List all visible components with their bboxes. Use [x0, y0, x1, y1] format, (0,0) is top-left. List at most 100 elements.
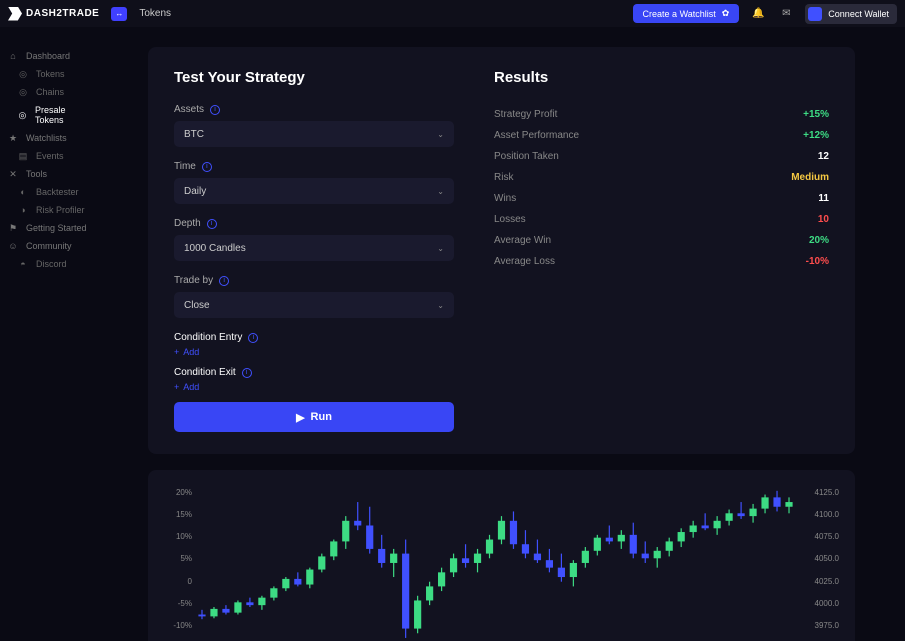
info-icon[interactable]: i [219, 276, 229, 286]
sidebar-item-getting-started[interactable]: ⚑Getting Started [0, 219, 98, 237]
axis-tick: 4100.0 [815, 510, 839, 519]
mail-icon[interactable]: ✉ [777, 5, 795, 23]
candlestick-chart [196, 488, 795, 641]
connect-wallet-button[interactable]: Connect Wallet [805, 4, 897, 24]
sidebar-label: Getting Started [26, 223, 87, 233]
sidebar-label: Risk Profiler [36, 205, 85, 215]
sidebar-item-discord[interactable]: ◓ Discord [0, 255, 98, 273]
sidebar-label: Dashboard [26, 51, 70, 61]
result-row: Average Win 20% [494, 230, 829, 251]
depth-label: Depthi [174, 218, 454, 229]
connect-wallet-label: Connect Wallet [828, 9, 889, 19]
result-row: Wins 11 [494, 188, 829, 209]
sidebar-icon: ◎ [18, 69, 28, 79]
sidebar-label: Watchlists [26, 133, 67, 143]
logo-icon [8, 7, 22, 21]
sidebar-label: Chains [36, 87, 64, 97]
depth-select[interactable]: 1000 Candles⌄ [174, 235, 454, 261]
sidebar-item-presale-tokens[interactable]: ◎ Presale Tokens [0, 101, 98, 129]
play-icon: ▶ [296, 411, 304, 424]
info-icon[interactable]: i [207, 219, 217, 229]
sidebar-icon: ☺ [8, 241, 18, 251]
axis-tick: 4125.0 [815, 488, 839, 497]
chart-area [196, 488, 795, 641]
result-label: Average Win [494, 235, 551, 246]
assets-label: Assetsi [174, 104, 454, 115]
logo-text: DASH2TRADE [26, 8, 99, 19]
results-title: Results [494, 69, 829, 86]
logo-badge[interactable]: ↔ [111, 7, 127, 21]
plus-icon: + [174, 382, 179, 392]
sidebar-icon: ✕ [8, 169, 18, 179]
logo[interactable]: DASH2TRADE [8, 7, 99, 21]
sidebar-item-watchlists[interactable]: ★ Watchlists [0, 129, 98, 147]
result-value: -10% [806, 256, 829, 267]
main-content: Test Your Strategy Assetsi BTC⌄ Timei Da… [98, 27, 905, 641]
axis-tick: -5% [164, 599, 192, 608]
axis-tick: 4075.0 [815, 532, 839, 541]
result-row: Strategy Profit+15% [494, 104, 829, 125]
info-icon[interactable]: i [248, 333, 258, 343]
topbar: DASH2TRADE ↔ Tokens Create a Watchlist ✿… [0, 0, 905, 27]
info-icon[interactable]: i [210, 105, 220, 115]
sidebar-label: Tokens [36, 69, 65, 79]
axis-tick: 4000.0 [815, 599, 839, 608]
sidebar-item-dashboard[interactable]: ⌂ Dashboard [0, 47, 98, 65]
nav-tokens[interactable]: Tokens [139, 8, 171, 19]
time-label: Timei [174, 161, 454, 172]
result-label: Risk [494, 172, 513, 183]
result-value: Medium [791, 172, 829, 183]
run-button[interactable]: ▶Run [174, 402, 454, 432]
wallet-icon [808, 7, 822, 21]
strategy-card: Test Your Strategy Assetsi BTC⌄ Timei Da… [148, 47, 855, 454]
sidebar-item-tools[interactable]: ✕ Tools [0, 165, 98, 183]
tradeby-select[interactable]: Close⌄ [174, 292, 454, 318]
result-label: Losses [494, 214, 526, 225]
sidebar-label: Events [36, 151, 64, 161]
time-select[interactable]: Daily⌄ [174, 178, 454, 204]
result-value: +12% [803, 130, 829, 141]
topbar-left: DASH2TRADE ↔ Tokens [8, 7, 171, 21]
result-row: Asset Performance+12% [494, 125, 829, 146]
chart-right-axis: 4125.04100.04075.04050.04025.04000.03975… [815, 488, 839, 641]
chevron-down-icon: ⌄ [437, 187, 444, 196]
axis-tick: 15% [164, 510, 192, 519]
info-icon[interactable]: i [202, 162, 212, 172]
sidebar-item-community[interactable]: ☺Community [0, 237, 98, 255]
sidebar-icon: ◓ [18, 259, 28, 269]
axis-tick: 3975.0 [815, 621, 839, 630]
axis-tick: 10% [164, 532, 192, 541]
result-value: 11 [818, 193, 829, 204]
result-row: Losses10 [494, 209, 829, 230]
result-value: 12 [818, 151, 829, 162]
sidebar-icon: ◑ [18, 205, 28, 215]
sidebar-item-risk-profiler[interactable]: ◑ Risk Profiler [0, 201, 98, 219]
chart-card: 20%15%10%5%0-5%-10%-15% 4125.04100.04075… [148, 470, 855, 641]
sidebar-icon: ★ [8, 133, 18, 143]
result-label: Wins [494, 193, 516, 204]
assets-select[interactable]: BTC⌄ [174, 121, 454, 147]
add-entry-button[interactable]: +Add [174, 347, 454, 357]
axis-tick: 20% [164, 488, 192, 497]
sidebar-item-chains[interactable]: ◎Chains [0, 83, 98, 101]
sidebar-icon: ◎ [18, 110, 27, 120]
result-value: 20% [809, 235, 829, 246]
sidebar-label: Presale Tokens [35, 105, 90, 125]
sidebar-item-backtester[interactable]: ◐Backtester [0, 183, 98, 201]
info-icon[interactable]: i [242, 368, 252, 378]
sidebar-icon: ◐ [18, 187, 28, 197]
bell-icon[interactable]: 🔔 [749, 5, 767, 23]
axis-tick: 0 [164, 577, 192, 586]
sidebar-item-events[interactable]: ▤Events [0, 147, 98, 165]
sidebar-icon: ⌂ [8, 51, 18, 61]
plus-icon: + [174, 347, 179, 357]
create-watchlist-label: Create a Watchlist [643, 9, 716, 19]
axis-tick: -10% [164, 621, 192, 630]
sidebar-label: Discord [36, 259, 67, 269]
create-watchlist-button[interactable]: Create a Watchlist ✿ [633, 4, 740, 23]
sidebar-label: Tools [26, 169, 47, 179]
chevron-down-icon: ⌄ [437, 244, 444, 253]
condition-entry-label: Condition Entryi [174, 332, 454, 343]
sidebar-item-tokens[interactable]: ◎ Tokens [0, 65, 98, 83]
add-exit-button[interactable]: +Add [174, 382, 454, 392]
